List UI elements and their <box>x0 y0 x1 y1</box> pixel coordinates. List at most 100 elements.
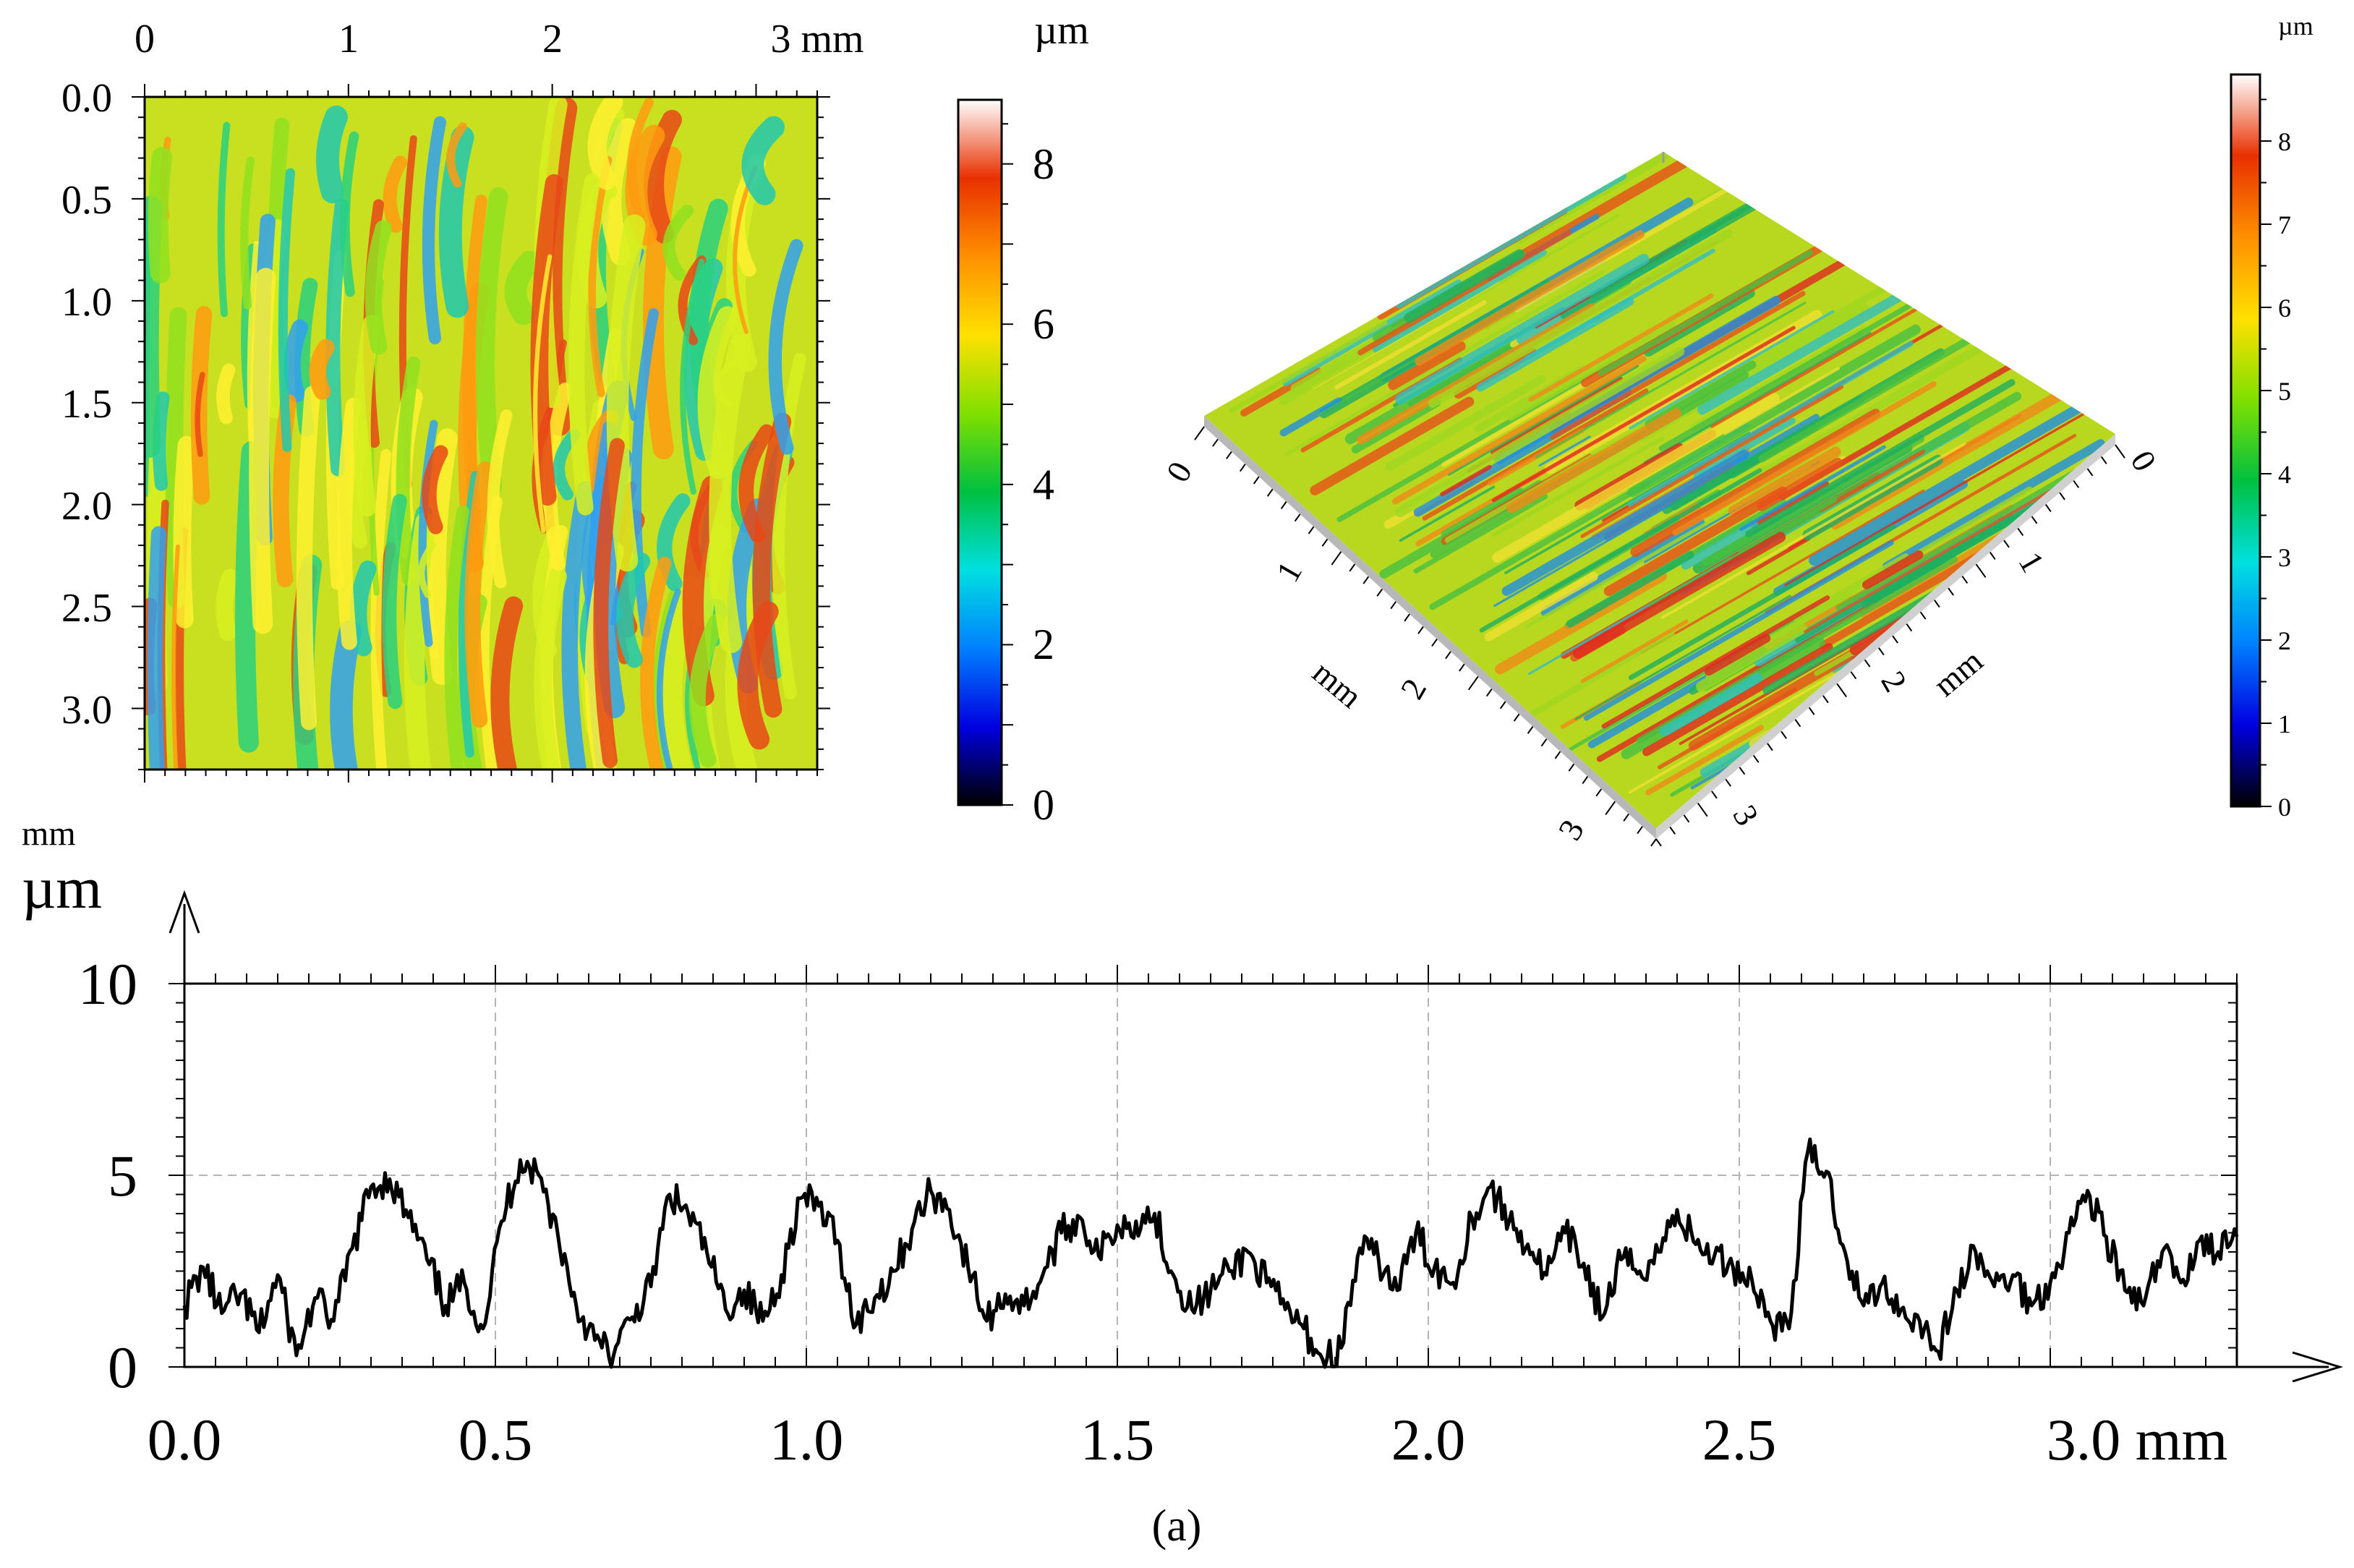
map3d-streak <box>1540 518 1705 617</box>
map2d-streak <box>417 541 437 598</box>
map2d-streak <box>464 461 493 728</box>
map3d-left-tick-3: 3 <box>1551 814 1591 846</box>
height-map-3d-side-right <box>1656 434 2115 839</box>
height-map-3d-ticks <box>1194 426 2125 847</box>
map2d-streak <box>593 438 625 769</box>
map2d-streak <box>309 338 335 400</box>
map3d-streak <box>1835 449 2112 610</box>
map3d-left-tick-mark <box>1212 438 1219 447</box>
map3d-streak <box>1869 555 1948 603</box>
colorbar-3d-tick-1: 1 <box>2278 710 2291 738</box>
map3d-left-tick-mark <box>1485 689 1493 697</box>
profile-x-tick-2: 1.0 <box>769 1407 844 1473</box>
profile-x-tick-6: 3.0 mm <box>2047 1407 2228 1473</box>
map3d-right-tick-mark <box>1725 778 1732 787</box>
map3d-streak <box>1484 571 1598 642</box>
map3d-right-tick-mark <box>2086 468 2094 477</box>
map2d-streak <box>772 352 806 700</box>
map3d-streak <box>1357 229 1572 356</box>
map3d-right-tick-mark <box>1683 814 1690 823</box>
map2d-streak <box>425 428 458 686</box>
colorbar-3d-ramp <box>2230 73 2261 808</box>
map3d-streak <box>1630 409 1881 557</box>
map2d-streak <box>422 116 446 345</box>
map2d-streak <box>173 435 196 629</box>
map3d-left-tick-mark <box>1266 488 1274 497</box>
map3d-left-tick-mark <box>1331 551 1342 566</box>
map2d-streak <box>490 596 524 770</box>
map3d-streak <box>1645 725 1765 796</box>
map2d-streak <box>587 97 623 190</box>
map3d-streak <box>1454 347 1537 399</box>
map3d-left-tick-mark <box>1194 426 1205 440</box>
map3d-streak <box>1385 375 1546 472</box>
map3d-streak <box>1728 446 1841 516</box>
colorbar-2d-tick-2: 4 <box>1033 461 1054 508</box>
map3d-streak <box>1628 524 1897 681</box>
colorbar-3d-tick-3: 3 <box>2278 543 2291 572</box>
map2d-streak <box>422 445 448 534</box>
map3d-streak <box>1804 468 2089 634</box>
map3d-streak <box>1351 399 1441 454</box>
map2d-streak <box>768 239 803 455</box>
map2d-streak <box>644 109 682 244</box>
profile-x-tick-4: 2.0 <box>1391 1407 1466 1473</box>
map3d-left-tick-mark <box>1582 776 1589 785</box>
profile-y-label: µm <box>22 855 102 921</box>
map2d-streak <box>534 567 567 770</box>
map3d-streak <box>1429 481 1650 610</box>
map3d-streak <box>1504 431 1751 574</box>
map2d-streak <box>330 620 362 770</box>
map3d-right-tick-mark <box>1878 647 1885 656</box>
map2d-y-tick-2: 1.0 <box>61 280 112 325</box>
map3d-right-tick-mark <box>2100 456 2107 464</box>
map3d-streak <box>1399 485 1496 542</box>
map3d-streak <box>1660 442 1966 619</box>
map3d-streak <box>1566 550 1694 628</box>
colorbar-3d-tick-2: 2 <box>2278 626 2291 655</box>
profile-ticks <box>169 965 2238 1368</box>
map3d-streak <box>1538 435 1591 466</box>
colorbar-3d-ticks <box>2260 98 2272 807</box>
map3d-streak <box>1627 341 1914 508</box>
map2d-streak <box>640 556 672 770</box>
map3d-streak <box>1809 384 2115 566</box>
map2d-streak <box>325 198 349 477</box>
map2d-streak <box>475 187 508 497</box>
map3d-right-tick-mark <box>2044 503 2052 512</box>
colorbar-3d: µm 0 1 2 3 4 5 6 7 8 <box>2230 12 2314 822</box>
map3d-left-tick-mark <box>1540 738 1548 747</box>
profile-x-tick-0: 0.0 <box>148 1407 222 1473</box>
map3d-streak <box>1492 393 1780 563</box>
map2d-streak <box>240 156 255 310</box>
profile-x-axis-arrowhead <box>2292 1351 2344 1383</box>
map3d-streak <box>1574 595 1791 720</box>
map2d-y-tick-0: 0.0 <box>61 76 112 121</box>
map2d-streak <box>296 385 320 730</box>
colorbar-2d-tick-4: 8 <box>1033 140 1054 188</box>
map3d-left-tick-1: 1 <box>1268 555 1309 588</box>
map3d-right-tick-mark <box>1864 659 1871 668</box>
map3d-streak <box>1440 464 1492 497</box>
map3d-streak <box>1404 249 1525 323</box>
map3d-streak <box>1819 449 1925 513</box>
map2d-streak <box>458 471 480 758</box>
map3d-streak <box>1746 537 1811 576</box>
colorbar-3d-tick-5: 5 <box>2278 377 2291 406</box>
map3d-right-tick-2: 2 <box>1874 665 1914 698</box>
map3d-streak <box>1603 486 1788 597</box>
map2d-streak <box>249 268 276 634</box>
profile-x-tick-5: 2.5 <box>1702 1407 1777 1473</box>
map3d-streak <box>1693 417 1796 480</box>
map3d-left-tick-mark <box>1568 763 1575 772</box>
map3d-streak <box>1447 365 1639 476</box>
map2d-streak <box>216 568 239 641</box>
map3d-left-tick-mark <box>1417 626 1424 634</box>
map3d-streak <box>1229 320 1388 414</box>
map3d-right-tick-mark <box>2115 444 2125 459</box>
map3d-streak <box>1310 396 1475 495</box>
map2d-streak <box>148 147 172 284</box>
map2d-streak <box>195 372 205 457</box>
map3d-left-tick-mark <box>1527 725 1534 734</box>
